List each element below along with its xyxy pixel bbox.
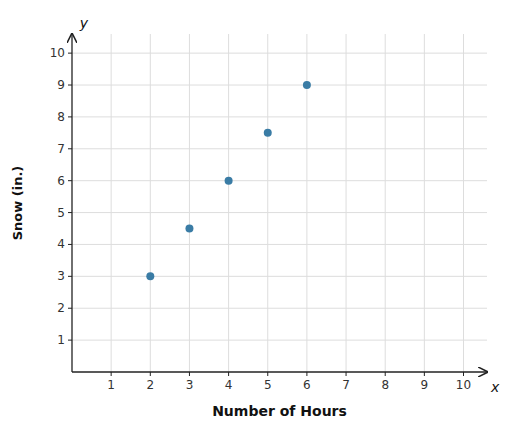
x-tick-label: 2 — [146, 378, 154, 392]
x-tick-label: 10 — [456, 378, 471, 392]
x-tick-label: 5 — [264, 378, 272, 392]
y-grid-line — [72, 212, 487, 213]
x-tick-label: 1 — [107, 378, 115, 392]
x-tick — [385, 372, 386, 376]
y-tick — [68, 148, 72, 149]
y-tick-label: 4 — [57, 237, 65, 251]
axes: 1 2 3 4 5 6 7 8 9 10 1 2 3 4 5 6 7 8 9 10 — [50, 34, 487, 392]
x-tick — [424, 372, 425, 376]
y-tick — [68, 276, 72, 277]
y-tick-label: 7 — [57, 142, 65, 156]
x-tick-label: 7 — [342, 378, 350, 392]
x-tick — [306, 372, 307, 376]
y-grid-line — [72, 276, 487, 277]
y-grid-line — [72, 308, 487, 309]
y-tick-label: 8 — [57, 110, 65, 124]
y-tick — [68, 53, 72, 54]
y-grid-line — [72, 148, 487, 149]
y-axis-title: Snow (in.) — [10, 166, 25, 241]
y-tick-label: 10 — [50, 46, 65, 60]
x-tick — [346, 372, 347, 376]
point — [146, 272, 154, 280]
y-tick — [68, 340, 72, 341]
x-axis-title: Number of Hours — [212, 403, 347, 419]
y-axis-letter: y — [79, 15, 89, 31]
point — [264, 129, 272, 137]
x-tick — [228, 372, 229, 376]
x-tick — [267, 372, 268, 376]
x-tick-label: 4 — [225, 378, 233, 392]
x-tick — [111, 372, 112, 376]
y-tick-label: 3 — [57, 269, 65, 283]
y-tick — [68, 85, 72, 86]
y-grid-line — [72, 180, 487, 181]
y-grid-line — [72, 53, 487, 54]
y-tick-label: 2 — [57, 301, 65, 315]
y-tick — [68, 180, 72, 181]
point — [303, 81, 311, 89]
grid — [72, 34, 487, 372]
x-tick-label: 3 — [186, 378, 194, 392]
y-grid-line — [72, 340, 487, 341]
y-grid-line — [72, 244, 487, 245]
x-tick — [463, 372, 464, 376]
chart: 1 2 3 4 5 6 7 8 9 10 1 2 3 4 5 6 7 8 9 10 x y Number of Hours S… — [0, 0, 515, 434]
x-tick-label: 8 — [381, 378, 389, 392]
y-tick-label: 5 — [57, 206, 65, 220]
y-tick-label: 1 — [57, 333, 65, 347]
x-axis-letter: x — [490, 379, 500, 395]
y-tick — [68, 212, 72, 213]
y-tick — [68, 308, 72, 309]
x-tick — [189, 372, 190, 376]
y-tick-label: 6 — [57, 174, 65, 188]
points — [146, 81, 311, 280]
y-tick-label: 9 — [57, 78, 65, 92]
y-grid-line — [72, 85, 487, 86]
x-tick — [150, 372, 151, 376]
y-tick — [68, 116, 72, 117]
point — [185, 225, 193, 233]
x-tick-label: 6 — [303, 378, 311, 392]
y-tick — [68, 244, 72, 245]
y-grid-line — [72, 116, 487, 117]
point — [225, 177, 233, 185]
x-tick-label: 9 — [421, 378, 429, 392]
